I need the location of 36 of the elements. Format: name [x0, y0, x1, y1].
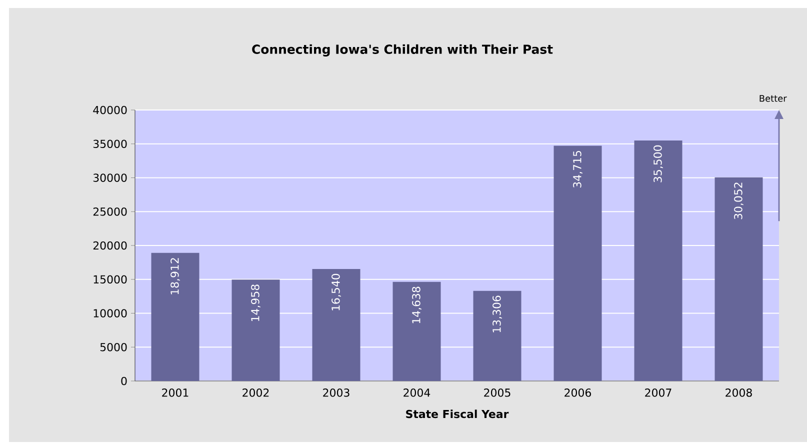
bar: [473, 290, 522, 381]
bar: [554, 146, 602, 381]
y-tick-label: 30000: [93, 174, 127, 182]
chart-title: Connecting Iowa's Children with Their Past: [252, 44, 553, 56]
y-tick-label: 10000: [94, 309, 127, 318]
data-label: 34,715: [573, 150, 582, 188]
bar: [634, 140, 682, 381]
y-tick-label: 20000: [93, 241, 127, 250]
y-tick-label: 0: [121, 376, 127, 386]
x-tick-label: 2006: [564, 388, 591, 397]
y-tick-label: 15000: [94, 275, 127, 284]
x-tick-label: 2004: [404, 388, 430, 397]
x-tick-label: 2002: [242, 388, 269, 397]
y-tick-label: 40000: [93, 106, 127, 114]
data-label: 35,500: [654, 145, 663, 182]
bar: [312, 268, 360, 381]
bar: [232, 280, 280, 381]
y-tick-label: 35000: [93, 140, 127, 148]
data-label: 30,052: [734, 182, 744, 220]
x-tick-label: 2008: [726, 388, 752, 397]
x-axis-title: State Fiscal Year: [406, 410, 509, 418]
data-label: 14,638: [412, 286, 422, 324]
data-label: 18,912: [170, 258, 180, 294]
bar: [151, 252, 200, 381]
x-tick-label: 2005: [484, 388, 510, 397]
y-tick-label: 5000: [100, 342, 127, 352]
y-tick-label: 25000: [93, 207, 127, 216]
text: Better: [760, 95, 787, 102]
bar: [392, 282, 441, 381]
x-tick-label: 2007: [645, 388, 672, 397]
x-tick-label: 2001: [162, 388, 188, 397]
data-label: 13,306: [492, 296, 502, 332]
data-label: 16,540: [332, 274, 341, 310]
x-tick-label: 2003: [323, 388, 350, 397]
bar: [714, 177, 763, 381]
data-label: 14,958: [251, 284, 260, 321]
